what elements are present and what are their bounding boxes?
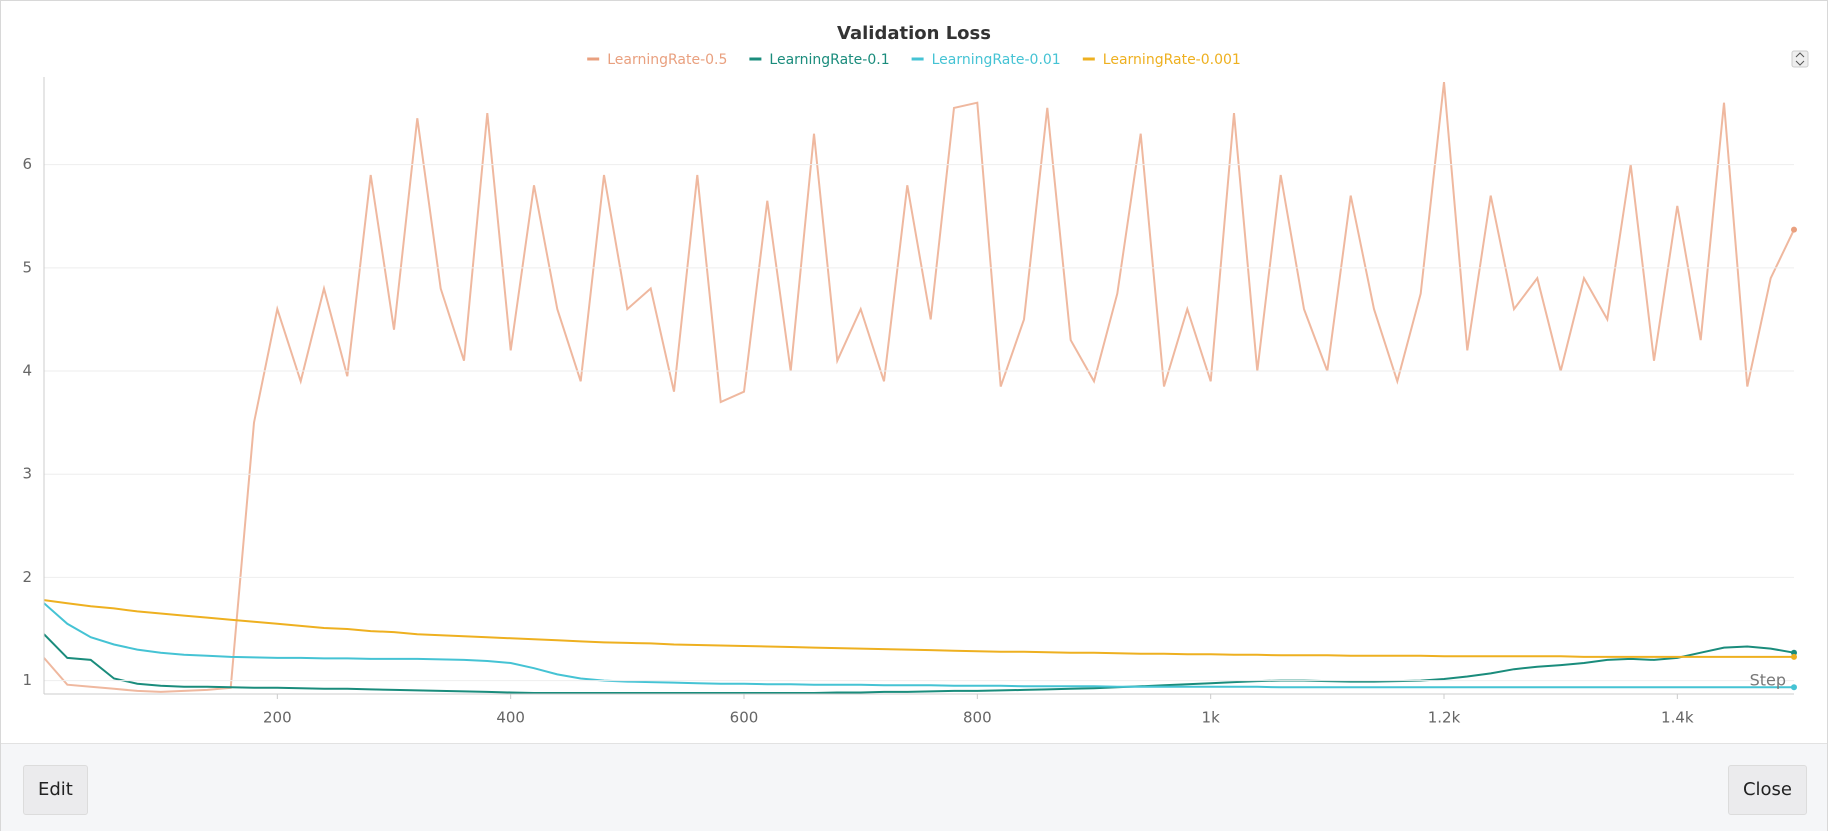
scale-toggle-icon [1795,52,1805,66]
legend-label: LearningRate-0.001 [1103,52,1241,68]
chart: Validation Loss 1 2 3 4 5 6 200 400 600 800 1k 1.2k… [22,23,1809,727]
legend-item[interactable]: LearningRate-0.5 [587,52,727,68]
x-tick-label: 600 [730,709,759,727]
series-line [44,602,1794,689]
edit-button[interactable]: Edit [23,765,88,815]
series-end-dot [1791,649,1797,656]
series-end-dot [1791,653,1797,660]
x-tick-label: 800 [963,709,992,727]
y-tick-label: 6 [22,155,32,173]
x-tick-label: 400 [496,709,525,727]
y-tick-label: 1 [22,671,32,689]
x-tick-label: 200 [263,709,292,727]
close-button[interactable]: Close [1727,765,1807,815]
x-axis-label: Step [1750,671,1786,690]
series-line [44,599,1794,658]
plot-area [44,81,1795,694]
legend-label: LearningRate-0.5 [607,52,727,68]
series-line [44,81,1795,693]
legend-item[interactable]: LearningRate-0.01 [911,52,1061,68]
legend-item[interactable]: LearningRate-0.1 [749,52,890,68]
series-line [44,633,1795,694]
series-end-dot [1791,684,1797,691]
y-tick-label: 4 [22,362,32,380]
footer: Edit Close [1,743,1827,831]
series-end-dot [1791,226,1797,233]
legend-label: LearningRate-0.01 [932,52,1061,68]
x-tick-label: 1.4k [1661,709,1694,727]
scale-toggle[interactable] [1791,50,1809,68]
chart-title: Validation Loss [837,23,991,44]
legend-item[interactable]: LearningRate-0.001 [1082,52,1241,68]
y-tick-label: 2 [22,568,32,586]
legend-label: LearningRate-0.1 [769,52,889,68]
y-tick-label: 5 [22,258,32,276]
y-tick-label: 3 [22,465,32,483]
x-tick-label: 1.2k [1428,709,1461,727]
x-tick-label: 1k [1202,709,1221,727]
